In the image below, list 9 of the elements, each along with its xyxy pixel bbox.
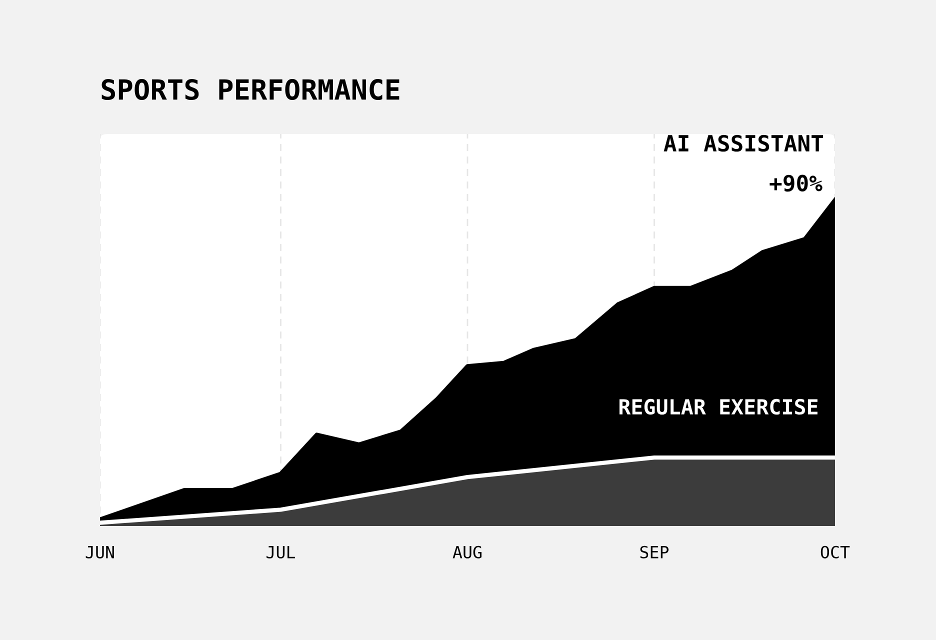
x-tick-label: SEP xyxy=(640,546,669,558)
chart-title: SPORTS PERFORMANCE xyxy=(102,79,400,100)
x-tick-label: JUN xyxy=(86,546,114,558)
x-tick-label: OCT xyxy=(820,546,850,558)
text: AI ASSISTANT xyxy=(664,134,824,152)
x-tick-label: JUL xyxy=(266,546,296,558)
x-tick-label: AUG xyxy=(452,546,482,558)
text: REGULAR EXERCISE xyxy=(620,398,818,415)
annotation: +90% xyxy=(770,174,822,192)
